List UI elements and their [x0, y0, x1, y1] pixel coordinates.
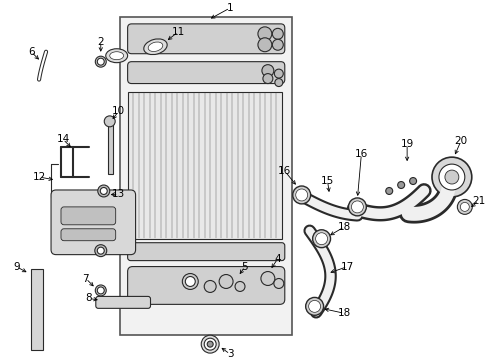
Text: 12: 12 — [32, 172, 46, 182]
Circle shape — [308, 300, 320, 312]
Circle shape — [204, 280, 216, 292]
Text: 7: 7 — [82, 274, 89, 284]
Circle shape — [95, 245, 106, 257]
Ellipse shape — [105, 49, 127, 63]
Text: 18: 18 — [337, 222, 350, 232]
Text: 14: 14 — [56, 134, 69, 144]
Circle shape — [273, 279, 283, 288]
Text: 13: 13 — [112, 189, 125, 199]
Circle shape — [219, 275, 233, 288]
Text: 2: 2 — [97, 37, 104, 47]
Circle shape — [409, 177, 416, 185]
FancyBboxPatch shape — [96, 296, 150, 309]
Text: 6: 6 — [28, 47, 34, 57]
FancyBboxPatch shape — [61, 207, 116, 225]
Text: 3: 3 — [226, 349, 233, 359]
Circle shape — [385, 188, 392, 194]
Circle shape — [272, 28, 283, 39]
FancyBboxPatch shape — [127, 24, 284, 54]
Circle shape — [97, 287, 104, 294]
Circle shape — [351, 201, 363, 213]
Bar — [120, 17, 291, 335]
Bar — [107, 120, 112, 174]
FancyBboxPatch shape — [51, 190, 135, 255]
FancyBboxPatch shape — [127, 62, 284, 84]
Circle shape — [207, 341, 213, 347]
Circle shape — [235, 282, 244, 292]
Text: 17: 17 — [340, 262, 353, 271]
Circle shape — [292, 186, 310, 204]
Circle shape — [315, 233, 327, 245]
Bar — [127, 91, 281, 239]
Text: 16: 16 — [278, 166, 291, 176]
Circle shape — [305, 297, 323, 315]
Circle shape — [104, 116, 115, 127]
Circle shape — [456, 199, 471, 214]
Circle shape — [257, 27, 271, 41]
Text: 9: 9 — [13, 262, 20, 271]
Text: 1: 1 — [226, 3, 233, 13]
Circle shape — [204, 338, 216, 350]
Ellipse shape — [148, 42, 163, 51]
FancyBboxPatch shape — [127, 243, 284, 261]
Ellipse shape — [109, 52, 123, 60]
Text: 20: 20 — [453, 136, 467, 146]
Circle shape — [312, 230, 330, 248]
Text: 18: 18 — [337, 308, 350, 318]
Circle shape — [431, 157, 471, 197]
Circle shape — [95, 56, 106, 67]
Circle shape — [182, 274, 198, 289]
Text: 10: 10 — [112, 107, 125, 116]
Circle shape — [185, 276, 195, 287]
Circle shape — [274, 69, 283, 78]
Circle shape — [295, 189, 307, 201]
Circle shape — [272, 39, 283, 50]
Bar — [31, 269, 43, 350]
Circle shape — [100, 188, 107, 194]
Circle shape — [459, 202, 468, 211]
Circle shape — [262, 65, 273, 77]
Text: 16: 16 — [354, 149, 367, 159]
Circle shape — [397, 181, 404, 189]
FancyBboxPatch shape — [61, 229, 116, 241]
FancyBboxPatch shape — [127, 266, 284, 304]
Text: 21: 21 — [471, 196, 485, 206]
Text: 19: 19 — [400, 139, 413, 149]
Text: 11: 11 — [171, 27, 184, 37]
Circle shape — [98, 185, 109, 197]
Circle shape — [95, 285, 106, 296]
Circle shape — [274, 78, 282, 86]
Circle shape — [201, 335, 219, 353]
Circle shape — [97, 247, 104, 254]
Ellipse shape — [143, 39, 167, 55]
Circle shape — [348, 198, 366, 216]
Text: 15: 15 — [320, 176, 333, 186]
Circle shape — [263, 73, 272, 84]
Circle shape — [257, 38, 271, 52]
Circle shape — [438, 164, 464, 190]
Circle shape — [97, 58, 104, 65]
Circle shape — [261, 271, 274, 285]
Text: 5: 5 — [241, 262, 248, 271]
Circle shape — [444, 170, 458, 184]
Text: 8: 8 — [85, 293, 92, 303]
Text: 4: 4 — [274, 253, 281, 264]
